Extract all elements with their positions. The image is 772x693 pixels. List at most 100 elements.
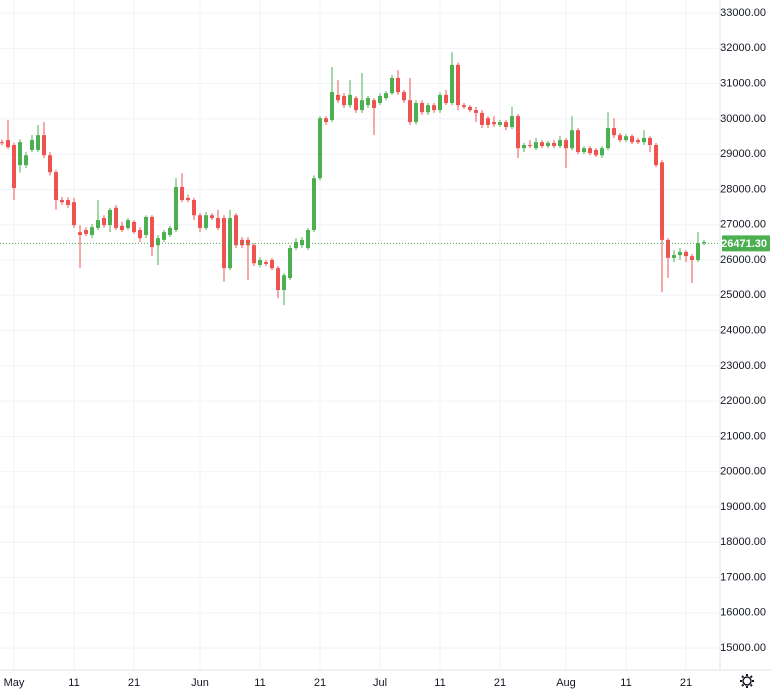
candle-body [168, 227, 172, 235]
candle-body [210, 215, 214, 219]
x-tick-label: 21 [314, 677, 326, 689]
candle-body [252, 245, 256, 264]
settings-button[interactable] [740, 674, 754, 688]
candle-body [132, 221, 136, 233]
candle-body [198, 215, 202, 228]
candle-body [270, 260, 274, 269]
grid [0, 0, 720, 670]
candle-body [174, 186, 178, 231]
y-tick-label: 16000.00 [720, 607, 766, 619]
candle-body [246, 239, 250, 246]
candle-body [456, 64, 460, 106]
last-price-label: 26471.30 [721, 238, 767, 250]
y-tick-label: 32000.00 [720, 42, 766, 54]
candle-body [654, 145, 658, 166]
candle-body [384, 93, 388, 99]
candle-body [276, 268, 280, 291]
candle-body [678, 251, 682, 256]
y-tick-label: 23000.00 [720, 360, 766, 372]
candle-body [162, 232, 166, 240]
y-tick-label: 19000.00 [720, 501, 766, 513]
x-tick-label: Jul [373, 677, 387, 689]
candle-body [594, 149, 598, 156]
candles [0, 52, 720, 306]
x-tick-label: 21 [494, 677, 506, 689]
candle-body [696, 243, 700, 261]
candle-body [396, 77, 400, 93]
y-tick-label: 18000.00 [720, 536, 766, 548]
candle-body [258, 260, 262, 265]
candle-body [180, 186, 184, 201]
candle-body [420, 103, 424, 113]
candle-body [186, 197, 190, 201]
y-tick-label: 24000.00 [720, 324, 766, 336]
y-tick-label: 20000.00 [720, 466, 766, 478]
candle-body [318, 118, 322, 179]
candle-body [402, 92, 406, 101]
candle-body [66, 200, 70, 205]
candle-body [498, 122, 502, 125]
candle-body [282, 275, 286, 291]
candle-body [48, 155, 52, 173]
candle-body [522, 145, 526, 149]
y-tick-label: 31000.00 [720, 78, 766, 90]
axes: 33000.00 32000.00 31000.00 30000.00 29000.00… [4, 7, 770, 689]
candle-body [474, 110, 478, 113]
y-tick-label: 27000.00 [720, 219, 766, 231]
candle-body [546, 142, 550, 147]
candle-body [42, 135, 46, 156]
candle-body [648, 137, 652, 146]
candle-body [468, 106, 472, 111]
candle-body [330, 92, 334, 120]
candle-body [552, 142, 556, 147]
candle-body [324, 118, 328, 123]
candle-body [630, 136, 634, 143]
candle-body [240, 239, 244, 246]
candle-body [204, 215, 208, 228]
candle-body [234, 215, 238, 246]
candle-body [126, 220, 130, 228]
candle-body [54, 172, 58, 201]
candle-body [294, 242, 298, 249]
candle-body [576, 130, 580, 153]
candle-body [600, 148, 604, 156]
x-tick-label: 11 [254, 677, 265, 689]
candle-body [60, 200, 64, 203]
candle-body [360, 100, 364, 111]
candle-body [138, 230, 142, 239]
candle-body [264, 262, 268, 264]
y-tick-label: 21000.00 [720, 430, 766, 442]
candle-body [492, 122, 496, 125]
candle-body [144, 216, 148, 235]
candle-body [366, 98, 370, 106]
candle-body [540, 142, 544, 147]
x-tick-label: 11 [620, 677, 631, 689]
candle-body [18, 142, 22, 166]
candle-body [684, 251, 688, 257]
candle-body [84, 230, 88, 234]
x-tick-label: 11 [434, 677, 445, 689]
candle-body [12, 145, 16, 189]
y-tick-label: 22000.00 [720, 395, 766, 407]
candle-body [624, 136, 628, 141]
candle-body [588, 148, 592, 154]
x-tick-label: 21 [680, 677, 692, 689]
x-tick-label: Jun [191, 677, 209, 689]
candle-body [120, 225, 124, 231]
candle-body [6, 140, 10, 148]
candle-body [372, 100, 376, 108]
candle-body [390, 77, 394, 94]
candle-body [36, 135, 40, 150]
candle-body [462, 105, 466, 107]
candle-body [612, 128, 616, 136]
candle-body [378, 95, 382, 104]
candle-body [288, 248, 292, 279]
candle-body [192, 200, 196, 216]
candle-body [24, 155, 28, 166]
candle-body [438, 94, 442, 111]
candle-body [348, 94, 352, 106]
candle-body [306, 230, 310, 249]
x-tick-label: 21 [128, 677, 140, 689]
candle-body [660, 162, 664, 240]
